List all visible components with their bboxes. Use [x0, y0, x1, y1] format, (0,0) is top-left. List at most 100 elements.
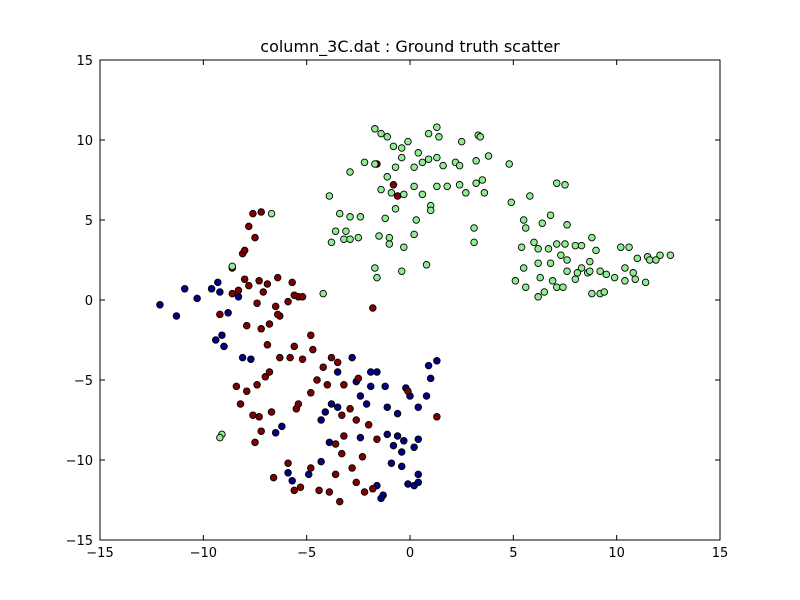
- scatter-point: [577, 241, 586, 250]
- scatter-point: [385, 240, 394, 248]
- scatter-point: [240, 246, 249, 255]
- scatter-point: [561, 181, 569, 189]
- axis-ticks: −15 −10 −5 0 5 10 15 −15 −10 −5 0 5 10 15: [66, 54, 729, 561]
- scatter-point: [414, 435, 423, 443]
- scatter-points: [156, 123, 675, 506]
- scatter-point: [271, 429, 280, 437]
- x-tick-label: −15: [86, 546, 113, 561]
- scatter-point: [397, 153, 406, 162]
- scatter-point: [251, 233, 259, 242]
- scatter-point: [505, 160, 513, 168]
- scatter-point: [331, 470, 340, 479]
- scatter-point: [232, 382, 241, 391]
- scatter-point: [381, 214, 389, 223]
- scatter-point: [621, 264, 629, 272]
- scatter-point: [433, 123, 441, 131]
- scatter-point: [172, 312, 181, 320]
- scatter-point: [507, 198, 516, 207]
- scatter-point: [410, 182, 418, 191]
- scatter-point: [290, 291, 299, 299]
- scatter-point: [331, 440, 340, 448]
- chart-title: column_3C.dat : Ground truth scatter: [260, 37, 560, 57]
- scatter-series: [156, 278, 441, 503]
- scatter-point: [309, 345, 317, 354]
- scatter-point: [346, 405, 354, 413]
- scatter-point: [242, 321, 251, 330]
- y-tick-label: 0: [85, 294, 93, 309]
- scatter-point: [327, 400, 336, 408]
- scatter-point: [645, 256, 654, 264]
- scatter-point: [534, 245, 542, 253]
- scatter-point: [207, 285, 216, 293]
- scatter-point: [276, 353, 284, 362]
- scatter-point: [249, 209, 257, 218]
- scatter-point: [455, 181, 464, 189]
- scatter-point: [563, 221, 571, 229]
- scatter-point: [433, 413, 441, 421]
- scatter-point: [534, 293, 542, 301]
- scatter-point: [267, 209, 276, 218]
- scatter-point: [354, 233, 363, 242]
- scatter-point: [455, 161, 464, 170]
- scatter-point: [652, 256, 660, 264]
- scatter-point: [253, 299, 261, 307]
- scatter-series: [216, 123, 675, 442]
- scatter-point: [424, 361, 433, 370]
- scatter-point: [470, 224, 478, 232]
- scatter-point: [385, 233, 394, 242]
- scatter-point: [538, 219, 547, 227]
- scatter-point: [410, 230, 418, 239]
- scatter-point: [424, 129, 433, 138]
- scatter-point: [338, 449, 346, 458]
- scatter-point: [588, 289, 596, 298]
- scatter-point: [377, 129, 385, 138]
- scatter-point: [234, 286, 243, 295]
- scatter-point: [631, 275, 640, 283]
- scatter-point: [240, 275, 249, 283]
- scatter-point: [621, 277, 629, 285]
- scatter-point: [557, 251, 565, 259]
- scatter-point: [586, 257, 594, 266]
- x-tick-label: 0: [406, 546, 414, 561]
- y-tick-label: −15: [66, 534, 93, 549]
- scatter-point: [278, 422, 286, 431]
- scatter-point: [457, 137, 466, 146]
- scatter-point: [273, 310, 282, 319]
- scatter-point: [211, 336, 220, 344]
- y-tick-label: −5: [74, 374, 93, 389]
- scatter-point: [253, 381, 261, 389]
- scatter-point: [397, 462, 406, 471]
- scatter-point: [629, 269, 637, 277]
- scatter-point: [588, 233, 596, 242]
- scatter-point: [656, 251, 664, 259]
- scatter-point: [325, 192, 334, 200]
- scatter-point: [251, 438, 259, 447]
- scatter-point: [346, 168, 354, 176]
- scatter-point: [290, 342, 299, 351]
- scatter-point: [360, 488, 369, 496]
- scatter-point: [641, 278, 650, 287]
- scatter-point: [410, 163, 418, 171]
- scatter-point: [540, 288, 549, 296]
- scatter-point: [352, 478, 361, 487]
- scatter-point: [354, 374, 363, 383]
- scatter-point: [375, 232, 383, 240]
- scatter-point: [317, 457, 325, 466]
- scatter-point: [364, 421, 373, 429]
- scatter-point: [519, 216, 528, 224]
- scatter-point: [193, 294, 201, 303]
- scatter-point: [366, 368, 375, 376]
- scatter-point: [383, 133, 392, 141]
- scatter-point: [433, 182, 441, 191]
- scatter-point: [546, 259, 555, 267]
- scatter-point: [435, 133, 443, 141]
- scatter-point: [383, 430, 392, 439]
- scatter-point: [418, 190, 427, 199]
- scatter-point: [255, 413, 263, 421]
- y-tick-label: −10: [66, 454, 93, 469]
- scatter-point: [400, 243, 408, 251]
- scatter-point: [563, 256, 571, 264]
- scatter-point: [397, 448, 406, 456]
- scatter-point: [573, 269, 582, 277]
- scatter-point: [393, 432, 402, 440]
